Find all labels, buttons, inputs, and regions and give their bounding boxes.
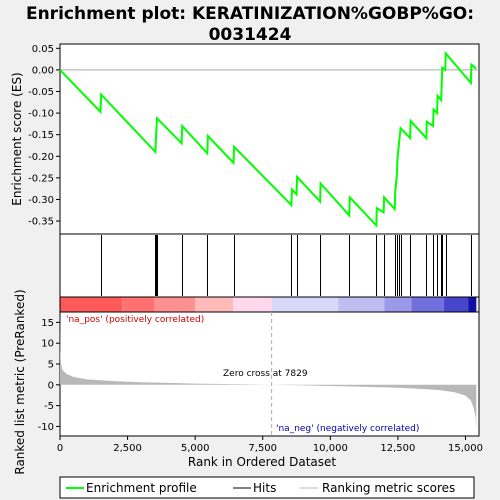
x-tick-label: 0 — [57, 443, 63, 454]
es-y-tick-label: 0.00 — [32, 65, 54, 76]
color-bar-segment — [60, 297, 123, 312]
color-bar-segment — [122, 297, 155, 312]
x-tick-label: 2,500 — [113, 443, 142, 454]
es-y-tick-label: -0.25 — [28, 173, 54, 184]
color-bar-segment — [195, 297, 234, 312]
es-plot-area — [59, 43, 480, 235]
legend-enrichment-profile-label: Enrichment profile — [86, 481, 197, 495]
x-axis-label: Rank in Ordered Dataset — [188, 455, 336, 469]
metric-y-tick-label: 10 — [41, 339, 54, 350]
es-y-axis-label: Enrichment score (ES) — [10, 72, 24, 205]
color-bar-segment — [271, 297, 339, 312]
es-y-tick-label: 0.05 — [32, 44, 54, 55]
es-y-tick-label: -0.10 — [28, 109, 54, 120]
color-bar-segment — [233, 297, 272, 312]
hit-lines — [101, 235, 472, 296]
metric-y-tick-label: -10 — [38, 422, 54, 433]
color-bar-segment — [443, 297, 469, 312]
color-bar-segment — [154, 297, 196, 312]
x-tick-label: 7,500 — [248, 443, 277, 454]
metric-y-tick-label: 5 — [48, 360, 54, 371]
es-y-tick-label: -0.30 — [28, 195, 54, 206]
hits-plot-area — [59, 233, 480, 298]
pos-label: 'na_pos' (positively correlated) — [66, 315, 204, 325]
es-y-tick-label: -0.15 — [28, 130, 54, 141]
zero-cross-label: Zero cross at 7829 — [223, 369, 308, 379]
x-tick-label: 15,000 — [448, 443, 483, 454]
legend-ranking-metric-label: Ranking metric scores — [322, 481, 455, 495]
x-tick-label: 10,000 — [313, 443, 348, 454]
x-tick-label: 5,000 — [181, 443, 210, 454]
legend-box — [59, 476, 475, 499]
neg-label: 'na_neg' (negatively correlated) — [276, 424, 419, 434]
es-y-tick-label: -0.20 — [28, 152, 54, 163]
enrichment-profile-line — [59, 50, 477, 228]
color-bar-segment — [338, 297, 385, 312]
es-y-tick-label: -0.05 — [28, 87, 54, 98]
ranking-color-bar — [59, 296, 480, 313]
color-bar-segment — [384, 297, 412, 312]
metric-plot-area — [59, 311, 480, 437]
color-bar-segment — [468, 297, 477, 312]
chart-title-line1: Enrichment plot: KERATINIZATION%GOBP%GO: — [26, 4, 474, 24]
metric-y-tick-label: 0 — [48, 380, 54, 391]
es-y-tick-label: -0.35 — [28, 217, 54, 228]
metric-y-tick-label: 15 — [41, 318, 54, 329]
metric-y-axis-label: Ranked list metric (PreRanked) — [13, 289, 27, 474]
es-y-axis: 0.05 0.00 -0.05 -0.10 -0.15 -0.20 -0.25 -0.30 -0… — [28, 44, 60, 228]
metric-y-tick-label: -5 — [44, 401, 54, 412]
color-bar-segment — [411, 297, 444, 312]
x-tick-label: 12,500 — [380, 443, 415, 454]
legend-hits-label: Hits — [253, 481, 276, 495]
rank-x-axis: 0 2,500 5,000 7,500 10,000 12,500 15,000 — [57, 436, 483, 454]
metric-y-axis: 15 10 5 0 -5 -10 — [38, 318, 60, 433]
chart-title-line2: 0031424 — [209, 25, 292, 45]
